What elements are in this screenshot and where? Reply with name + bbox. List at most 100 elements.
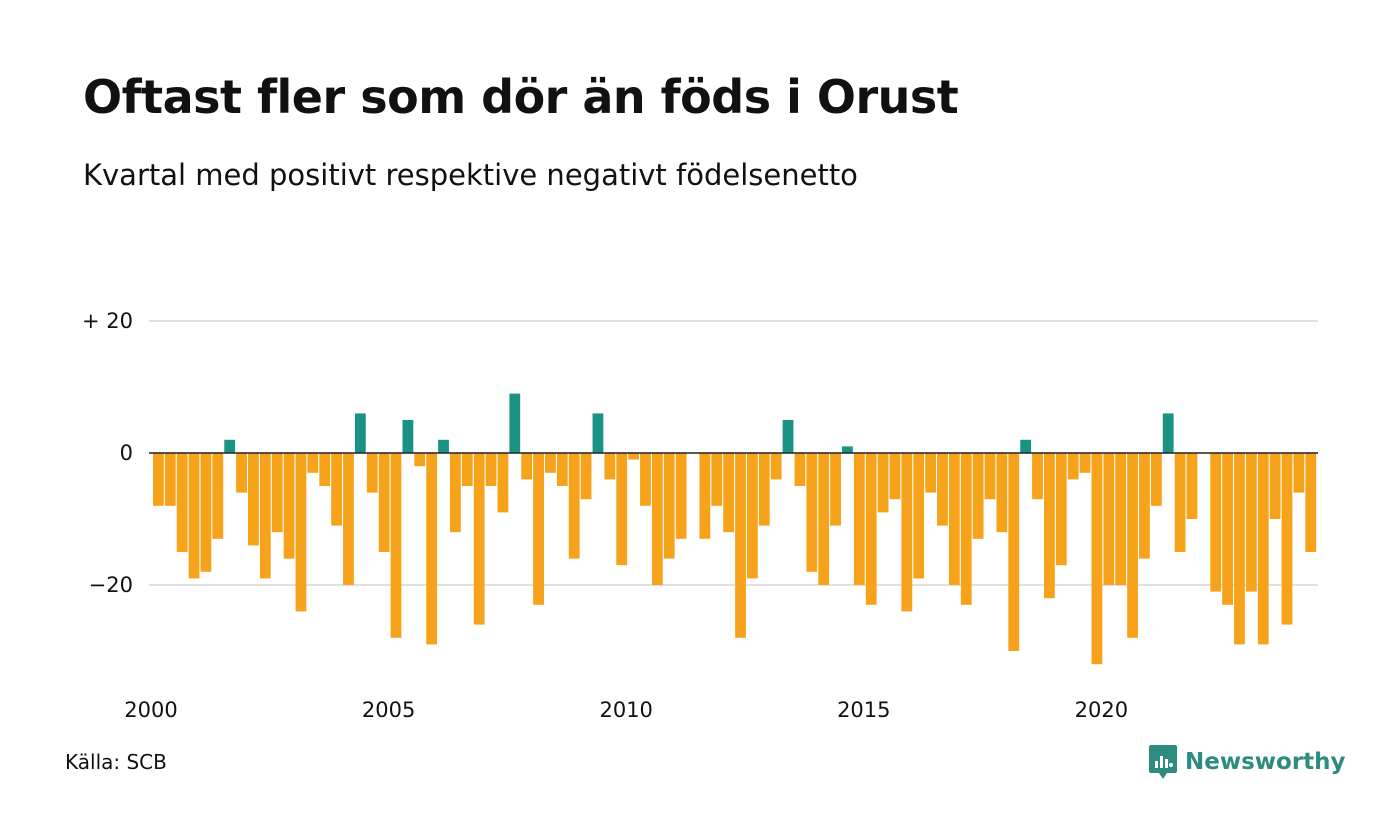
bar-2004-Q2 <box>354 413 366 453</box>
bar-2001-Q4 <box>236 453 247 493</box>
bar-2009-Q2 <box>592 413 604 453</box>
bar-2021-Q1 <box>1150 453 1162 506</box>
bar-2020-Q3 <box>1127 453 1138 638</box>
bar-2017-Q1 <box>960 453 972 605</box>
bar-2000-Q3 <box>176 453 188 552</box>
bar-2015-Q1 <box>865 453 877 605</box>
bar-2003-Q2 <box>307 453 319 473</box>
bar-2015-Q2 <box>877 453 889 513</box>
bar-2019-Q1 <box>1055 453 1067 566</box>
bar-2017-Q2 <box>972 453 984 539</box>
bar-2014-Q1 <box>818 453 830 585</box>
bar-2012-Q1 <box>723 453 735 533</box>
newsworthy-logo-icon <box>1149 745 1177 779</box>
chart-subtitle: Kvartal med positivt respektive negativt… <box>83 158 858 192</box>
bar-2014-Q2 <box>830 453 841 526</box>
bar-2007-Q1 <box>485 453 497 486</box>
bar-2024-Q1 <box>1293 453 1305 493</box>
bar-2006-Q2 <box>450 453 461 533</box>
bar-2019-Q2 <box>1067 453 1079 480</box>
bar-2009-Q1 <box>580 453 592 500</box>
bar-2007-Q3 <box>509 393 521 453</box>
bar-2002-Q3 <box>271 453 283 533</box>
axes: + 20 0 −20 2000 2005 2010 2015 2020 <box>82 309 1318 722</box>
bar-2015-Q3 <box>889 453 901 500</box>
bar-2007-Q4 <box>521 453 533 480</box>
bar-2023-Q1 <box>1245 453 1257 592</box>
bar-2014-Q4 <box>853 453 865 585</box>
bar-2016-Q2 <box>925 453 936 493</box>
bar-2006-Q4 <box>473 453 485 625</box>
bar-2009-Q4 <box>616 453 628 566</box>
bar-2022-Q3 <box>1222 453 1233 605</box>
bar-2016-Q1 <box>913 453 925 579</box>
bar-2018-Q2 <box>1020 439 1032 453</box>
bar-2012-Q3 <box>747 453 758 579</box>
bar-2013-Q3 <box>794 453 806 486</box>
bar-2005-Q3 <box>414 453 426 467</box>
source-label: Källa: SCB <box>65 750 167 774</box>
bar-2008-Q2 <box>545 453 556 473</box>
bar-2016-Q3 <box>937 453 948 526</box>
bar-2005-Q4 <box>426 453 438 645</box>
bar-2001-Q3 <box>224 439 236 453</box>
bar-2010-Q1 <box>628 453 639 460</box>
bar-2008-Q1 <box>533 453 544 605</box>
bar-2024-Q2 <box>1305 453 1317 552</box>
bar-2017-Q4 <box>996 453 1008 533</box>
brand-name: Newsworthy <box>1185 749 1346 775</box>
bar-2020-Q2 <box>1115 453 1127 585</box>
bar-2006-Q1 <box>438 439 449 453</box>
bar-2023-Q2 <box>1257 453 1269 645</box>
bar-2014-Q3 <box>842 446 853 453</box>
bar-2021-Q4 <box>1186 453 1198 519</box>
bar-2007-Q2 <box>497 453 509 513</box>
bar-2023-Q3 <box>1269 453 1281 519</box>
bar-2002-Q1 <box>248 453 259 546</box>
bar-2001-Q2 <box>212 453 224 539</box>
bar-2005-Q1 <box>390 453 402 638</box>
bar-2002-Q2 <box>259 453 271 579</box>
y-tick-label-2: −20 <box>89 573 133 597</box>
bar-2000-Q2 <box>164 453 176 506</box>
bar-2023-Q4 <box>1281 453 1293 625</box>
bar-2013-Q2 <box>782 420 794 453</box>
bar-2010-Q2 <box>640 453 651 506</box>
bar-2008-Q3 <box>556 453 568 486</box>
bar-2018-Q3 <box>1032 453 1043 500</box>
bar-2012-Q2 <box>735 453 746 638</box>
bar-2013-Q1 <box>770 453 782 480</box>
bar-2011-Q4 <box>711 453 723 506</box>
bar-2004-Q3 <box>366 453 378 493</box>
x-tick-label-2000: 2000 <box>124 698 177 722</box>
newsworthy-logo[interactable]: Newsworthy <box>1148 744 1346 780</box>
bar-2004-Q1 <box>343 453 354 585</box>
bar-2008-Q4 <box>568 453 580 559</box>
bar-2020-Q1 <box>1103 453 1115 585</box>
bar-2022-Q4 <box>1234 453 1245 645</box>
bar-2012-Q4 <box>758 453 770 526</box>
x-tick-label-2020: 2020 <box>1075 698 1128 722</box>
bars <box>153 393 1317 665</box>
bar-2010-Q3 <box>651 453 663 585</box>
bar-2006-Q3 <box>461 453 473 486</box>
bar-2021-Q2 <box>1162 413 1174 453</box>
bar-2018-Q1 <box>1008 453 1020 651</box>
chart-title: Oftast fler som dör än föds i Orust <box>83 70 959 124</box>
bar-2016-Q4 <box>948 453 960 585</box>
bar-2003-Q3 <box>319 453 331 486</box>
x-tick-label-2010: 2010 <box>599 698 652 722</box>
bar-2013-Q4 <box>806 453 818 572</box>
bar-2011-Q1 <box>675 453 687 539</box>
bar-2022-Q2 <box>1210 453 1222 592</box>
bar-2010-Q4 <box>663 453 675 559</box>
bar-2015-Q4 <box>901 453 913 612</box>
bar-2011-Q3 <box>699 453 711 539</box>
bar-2009-Q3 <box>604 453 616 480</box>
bar-2005-Q2 <box>402 420 414 453</box>
bar-2019-Q3 <box>1079 453 1091 473</box>
x-tick-label-2015: 2015 <box>837 698 890 722</box>
bar-chart: + 20 0 −20 2000 2005 2010 2015 2020 <box>82 309 1318 722</box>
bar-2021-Q3 <box>1174 453 1186 552</box>
bar-2003-Q4 <box>331 453 342 526</box>
